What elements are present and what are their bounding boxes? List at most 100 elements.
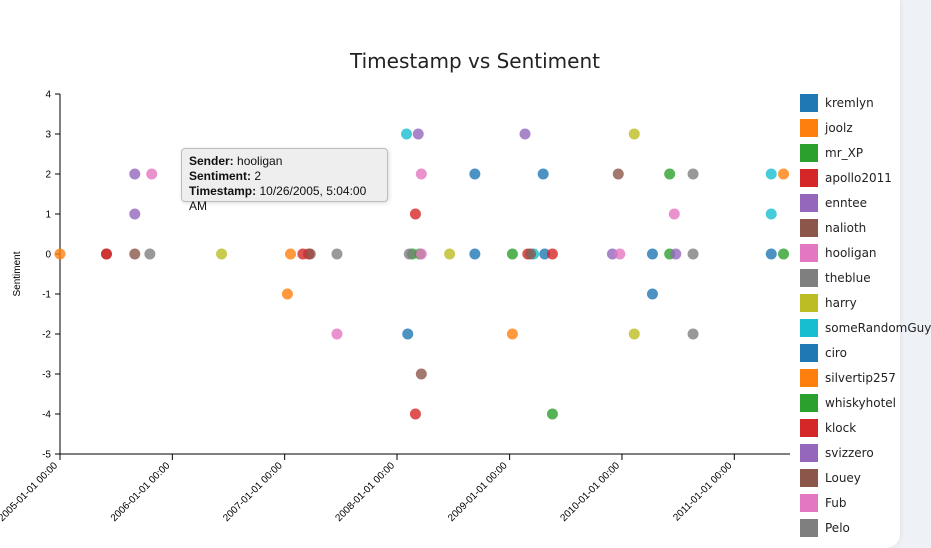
point-theblue: [144, 248, 156, 260]
legend-swatch: [800, 519, 818, 537]
point-Pelo: [687, 248, 699, 260]
point-theblue: [687, 168, 699, 180]
tooltip-sender-label: Sender:: [189, 154, 234, 168]
y-tick-label: 1: [45, 210, 51, 221]
point-ciro: [402, 328, 414, 340]
legend-item-hooligan: hooligan: [800, 243, 877, 263]
legend-swatch: [800, 369, 818, 387]
point-ciro: [646, 248, 658, 260]
point-enntee: [412, 128, 424, 140]
point-enntee: [129, 208, 141, 220]
legend-swatch: [800, 469, 818, 487]
legend-swatch: [800, 144, 818, 162]
legend-item-Fub: Fub: [800, 493, 846, 513]
tooltip-timestamp-label: Timestamp:: [189, 184, 257, 198]
legend-label: whiskyhotel: [825, 396, 896, 410]
legend-label: theblue: [825, 271, 871, 285]
legend-item-kremlyn: kremlyn: [800, 93, 874, 113]
tooltip-sender-value: hooligan: [237, 154, 283, 168]
y-tick-label: 0: [45, 250, 51, 261]
legend-label: harry: [825, 296, 857, 310]
y-tick-label: -2: [42, 330, 51, 341]
point-harry: [628, 128, 640, 140]
point-hooligan: [331, 328, 343, 340]
point-Fub: [415, 248, 427, 260]
legend-label: kremlyn: [825, 96, 874, 110]
legend-item-whiskyhotel: whiskyhotel: [800, 393, 896, 413]
point-whiskyhotel: [778, 248, 790, 260]
point-harry: [628, 328, 640, 340]
tooltip-timestamp-value: 10/26/2005, 5:04:00 AM: [189, 184, 367, 213]
point-ciro: [765, 248, 777, 260]
legend-label: apollo2011: [825, 171, 892, 185]
point-enntee: [519, 128, 531, 140]
y-axis: -5 -4 -3 -2 -1 0 1 2 3 4: [42, 90, 61, 461]
y-tick-label: 2: [45, 170, 51, 181]
point-hooligan: [668, 208, 680, 220]
point-svizzero: [670, 248, 682, 260]
legend-label: ciro: [825, 346, 847, 360]
x-tick-label: 2009-01-01 00:00: [446, 460, 510, 524]
point-mr_XP: [546, 408, 558, 420]
point-kremlyn: [469, 248, 481, 260]
x-tick-label: 2006-01-01 00:00: [109, 460, 173, 524]
legend-item-enntee: enntee: [800, 193, 867, 213]
legend-label: nalioth: [825, 221, 867, 235]
data-points: [54, 128, 790, 420]
point-theblue: [687, 328, 699, 340]
point-klock: [100, 248, 112, 260]
point-enntee: [129, 168, 141, 180]
x-tick-label: 2007-01-01 00:00: [221, 460, 285, 524]
legend-item-silvertip257: silvertip257: [800, 368, 896, 388]
point-Louey: [304, 248, 316, 260]
point-joolz: [281, 288, 293, 300]
legend-swatch: [800, 394, 818, 412]
legend-item-svizzero: svizzero: [800, 443, 874, 463]
point-Fub: [614, 248, 626, 260]
legend-label: svizzero: [825, 446, 874, 460]
point-someRandomGuy: [401, 128, 413, 140]
legend-swatch: [800, 269, 818, 287]
legend-label: someRandomGuy: [825, 321, 931, 335]
point-nalioth: [612, 168, 624, 180]
legend-swatch: [800, 294, 818, 312]
point-hooligan: [415, 168, 427, 180]
legend-label: joolz: [825, 121, 853, 135]
point-silvertip257: [285, 248, 297, 260]
legend-item-joolz: joolz: [800, 118, 853, 138]
legend-item-Louey: Louey: [800, 468, 861, 488]
legend-label: Fub: [825, 496, 847, 510]
legend-swatch: [800, 344, 818, 362]
point-theblue: [331, 248, 343, 260]
point-harry: [216, 248, 228, 260]
point-joolz: [506, 328, 518, 340]
legend-item-klock: klock: [800, 418, 856, 438]
legend-item-mr_XP: mr_XP: [800, 143, 863, 163]
point-mr_XP: [506, 248, 518, 260]
point-apollo2011: [409, 408, 421, 420]
legend-swatch: [800, 444, 818, 462]
legend-swatch: [800, 319, 818, 337]
point-someRandomGuy: [765, 168, 777, 180]
point-klock: [546, 248, 558, 260]
legend-label: enntee: [825, 196, 868, 210]
point-apollo2011: [409, 208, 421, 220]
point-tooltip: Sender: hooligan Sentiment: 2 Timestamp:…: [181, 148, 388, 213]
point-nalioth: [129, 248, 141, 260]
legend-label: klock: [825, 421, 857, 435]
y-tick-label: -3: [42, 370, 51, 381]
legend-item-ciro: ciro: [800, 343, 847, 363]
legend-swatch: [800, 94, 818, 112]
legend-swatch: [800, 169, 818, 187]
legend-swatch: [800, 494, 818, 512]
legend-label: silvertip257: [825, 371, 896, 385]
legend-item-Pelo: Pelo: [800, 518, 850, 538]
y-tick-label: -4: [42, 410, 51, 421]
y-tick-label: -1: [42, 290, 51, 301]
legend-item-nalioth: nalioth: [800, 218, 866, 238]
legend-label: Louey: [825, 471, 861, 485]
point-joolz: [778, 168, 790, 180]
legend-label: hooligan: [825, 246, 877, 260]
legend-swatch: [800, 419, 818, 437]
